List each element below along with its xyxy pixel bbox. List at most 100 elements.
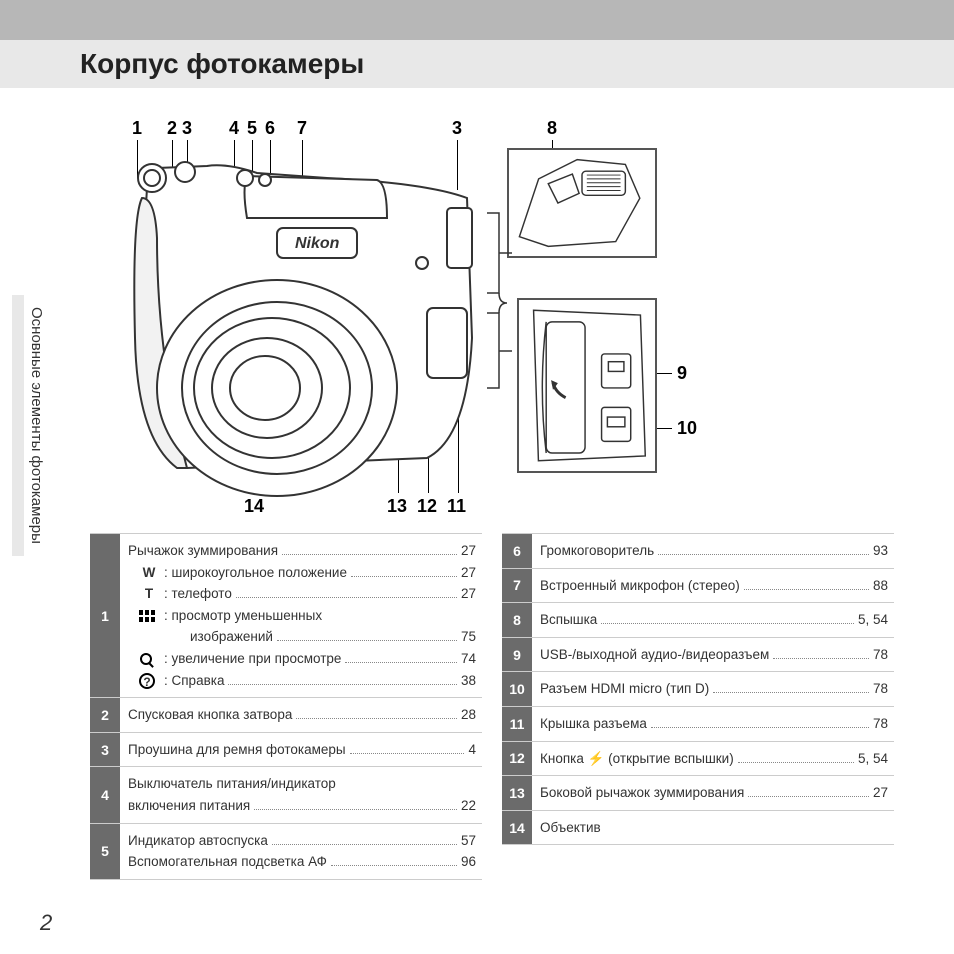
svg-text:Nikon: Nikon [295,235,340,252]
diag-num-3a: 3 [182,118,192,139]
text-line: Вспышка5, 54 [540,609,888,631]
text-line: Вспомогательная подсветка АФ96 [128,851,476,873]
diag-num-11: 11 [447,496,466,517]
parts-tables: 1Рычажок зуммирования27W: широкоугольное… [90,533,894,880]
bracket-icon [487,203,517,393]
row-text: Кнопка ⚡ (открытие вспышки)5, 54 [532,742,894,776]
diag-num-12: 12 [417,496,437,517]
table-row: 6 Громкоговоритель93 [502,533,894,569]
row-text: Вспышка5, 54 [532,603,894,637]
table-row: 14 Объектив [502,811,894,846]
zoom-icon [138,648,160,670]
row-text: Рычажок зуммирования27W: широкоугольное … [120,534,482,697]
table-row: 10 Разъем HDMI micro (тип D)78 [502,672,894,707]
text-line: Боковой рычажок зуммирования27 [540,782,888,804]
row-text: Проушина для ремня фотокамеры4 [120,733,482,767]
diag-num-2: 2 [167,118,177,139]
page-title: Корпус фотокамеры [80,48,954,80]
page-content: 1 2 3 4 5 6 7 3 8 9 10 14 13 12 11 [0,88,954,880]
table-row: 5Индикатор автоспуска57Вспомогательная п… [90,824,482,880]
row-number: 13 [502,776,532,810]
text-line: ?: Справка38 [128,670,476,692]
t-icon: T [138,583,160,605]
table-row: 8 Вспышка5, 54 [502,603,894,638]
text-line: Объектив [540,817,888,839]
row-number: 6 [502,534,532,568]
diag-num-9: 9 [677,363,687,384]
right-table: 6 Громкоговоритель93 7 Встроенный микрофон … [502,533,894,880]
text-line: T: телефото27 [128,583,476,605]
diag-num-10: 10 [677,418,697,439]
text-line: Громкоговоритель93 [540,540,888,562]
row-number: 1 [90,534,120,697]
row-number: 10 [502,672,532,706]
table-row: 3 Проушина для ремня фотокамеры4 [90,733,482,768]
row-text: Боковой рычажок зуммирования27 [532,776,894,810]
table-row: 11 Крышка разъема78 [502,707,894,742]
page-number: 2 [40,910,52,936]
text-line: включения питания22 [128,795,476,817]
flash-detail [507,148,657,258]
text-line: : увеличение при просмотре74 [128,648,476,670]
camera-diagram: 1 2 3 4 5 6 7 3 8 9 10 14 13 12 11 [117,118,817,518]
side-tab-label: Основные элементы фотокамеры [12,295,49,556]
text-line: Кнопка ⚡ (открытие вспышки)5, 54 [540,748,888,770]
w-icon: W [138,562,160,584]
text-line: W: широкоугольное положение27 [128,562,476,584]
row-text: Выключатель питания/индикаторвключения п… [120,767,482,822]
header-bar: Корпус фотокамеры [0,40,954,88]
left-table: 1Рычажок зуммирования27W: широкоугольное… [90,533,482,880]
diag-num-13: 13 [387,496,407,517]
text-line: Разъем HDMI micro (тип D)78 [540,678,888,700]
row-text: Встроенный микрофон (стерео)88 [532,569,894,603]
row-text: Объектив [532,811,894,845]
row-number: 9 [502,638,532,672]
thumbnail-icon [138,605,160,627]
flash-icon: ⚡ [588,748,605,770]
help-icon: ? [138,670,160,692]
table-row: 7 Встроенный микрофон (стерео)88 [502,569,894,604]
top-grey-bar [0,0,954,40]
text-line: Рычажок зуммирования27 [128,540,476,562]
text-line: Спусковая кнопка затвора28 [128,704,476,726]
row-text: Громкоговоритель93 [532,534,894,568]
diag-num-8: 8 [547,118,557,139]
diag-num-6: 6 [265,118,275,139]
row-text: Индикатор автоспуска57Вспомогательная по… [120,824,482,879]
diag-num-7: 7 [297,118,307,139]
table-row: 2 Спусковая кнопка затвора28 [90,698,482,733]
text-line: изображений75 [128,626,476,648]
row-number: 14 [502,811,532,845]
text-line: : просмотр уменьшенных [128,605,476,627]
row-number: 3 [90,733,120,767]
text-line: Выключатель питания/индикатор [128,773,476,795]
diag-num-1: 1 [132,118,142,139]
text-line: Проушина для ремня фотокамеры4 [128,739,476,761]
diag-num-14: 14 [244,496,264,517]
row-text: Разъем HDMI micro (тип D)78 [532,672,894,706]
table-row: 1Рычажок зуммирования27W: широкоугольное… [90,533,482,698]
table-row: 13 Боковой рычажок зуммирования27 [502,776,894,811]
diag-num-3b: 3 [452,118,462,139]
text-line: Крышка разъема78 [540,713,888,735]
text-line: USB-/выходной аудио-/видеоразъем78 [540,644,888,666]
row-number: 12 [502,742,532,776]
row-number: 2 [90,698,120,732]
row-number: 5 [90,824,120,879]
row-number: 11 [502,707,532,741]
row-number: 7 [502,569,532,603]
diag-num-4: 4 [229,118,239,139]
table-row: 9 USB-/выходной аудио-/видеоразъем78 [502,638,894,673]
row-text: Крышка разъема78 [532,707,894,741]
row-text: Спусковая кнопка затвора28 [120,698,482,732]
table-row: 4Выключатель питания/индикаторвключения … [90,767,482,823]
row-text: USB-/выходной аудио-/видеоразъем78 [532,638,894,672]
diag-num-5: 5 [247,118,257,139]
table-row: 12 Кнопка ⚡ (открытие вспышки)5, 54 [502,742,894,777]
text-line: Индикатор автоспуска57 [128,830,476,852]
row-number: 8 [502,603,532,637]
text-line: Встроенный микрофон (стерео)88 [540,575,888,597]
camera-illustration: Nikon [127,158,487,498]
ports-detail [517,298,657,473]
row-number: 4 [90,767,120,822]
